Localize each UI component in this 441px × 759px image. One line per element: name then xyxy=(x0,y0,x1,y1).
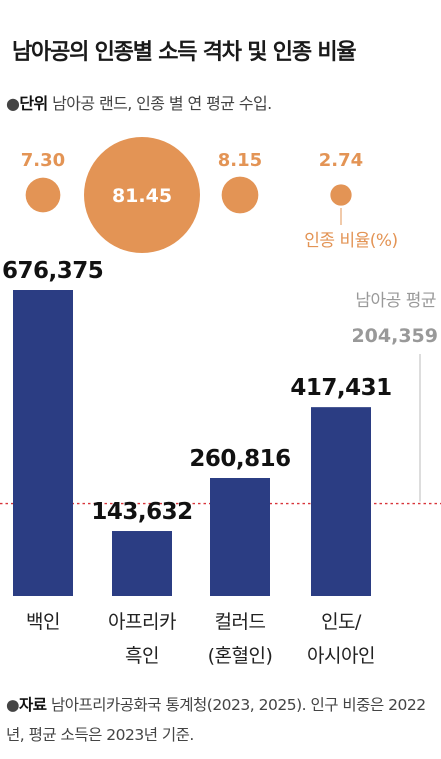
population-label-3: 2.74 xyxy=(319,150,363,171)
unit-note: ●단위 남아공 랜드, 인종 별 연 평균 수입. xyxy=(6,90,272,114)
population-bubble-3 xyxy=(330,184,352,206)
category-label-0-0: 백인 xyxy=(26,611,60,633)
average-value: 204,359 xyxy=(351,325,438,347)
category-label-2-0: 컬러드 xyxy=(215,611,266,633)
bar-1 xyxy=(112,531,172,596)
population-bubble-1 xyxy=(84,137,200,253)
population-legend: 인종 비율(%) xyxy=(304,231,397,251)
bar-0 xyxy=(13,290,73,596)
category-label-2-1: (혼혈인) xyxy=(208,645,273,667)
average-label: 남아공 평균 xyxy=(355,291,436,311)
unit-text: 남아공 랜드, 인종 별 연 평균 수입. xyxy=(47,94,272,113)
bar-value-label-3: 417,431 xyxy=(290,375,391,401)
source-bullet: ● xyxy=(6,696,20,714)
population-label-2: 8.15 xyxy=(218,150,262,171)
population-bubble-0 xyxy=(25,177,61,213)
bar-2 xyxy=(210,478,270,596)
bar-3 xyxy=(311,407,371,596)
population-bubble-2 xyxy=(221,176,259,214)
source-note: ●자료 남아프리카공화국 통계청(2023, 2025). 인구 비중은 202… xyxy=(6,690,436,750)
population-label-1: 81.45 xyxy=(112,185,172,207)
category-label-1-0: 아프리카 xyxy=(108,611,176,633)
bar-value-label-0: 676,375 xyxy=(2,258,103,284)
source-text: 남아프리카공화국 통계청(2023, 2025). 인구 비중은 2022년, … xyxy=(6,696,426,744)
category-label-3-1: 아시아인 xyxy=(307,645,375,667)
source-label: 자료 xyxy=(19,696,47,714)
chart-title: 남아공의 인종별 소득 격차 및 인종 비율 xyxy=(12,40,357,65)
population-label-0: 7.30 xyxy=(21,150,65,171)
category-label-1-1: 흑인 xyxy=(125,645,159,667)
category-label-3-0: 인도/ xyxy=(321,611,362,633)
bar-value-label-1: 143,632 xyxy=(91,499,192,525)
unit-label: 단위 xyxy=(19,94,48,113)
unit-bullet: ● xyxy=(6,94,20,113)
bar-value-label-2: 260,816 xyxy=(189,446,290,472)
